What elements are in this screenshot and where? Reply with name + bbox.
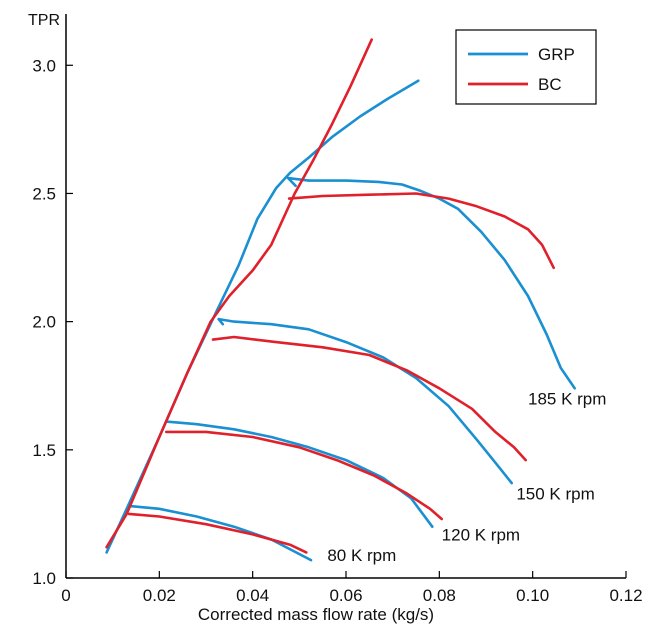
series-line-bc xyxy=(105,38,373,549)
x-axis-title: Corrected mass flow rate (kg/s) xyxy=(198,605,434,624)
x-tick-label: 0.08 xyxy=(423,586,456,605)
series-line-grp xyxy=(165,420,434,528)
x-tick-label: 0.04 xyxy=(236,586,269,605)
series-line-bc xyxy=(165,430,443,521)
series-line-bc xyxy=(287,192,555,270)
speed-label: 80 K rpm xyxy=(327,546,396,565)
axes: 0 0.02 0.04 0.06 0.08 0.10 0.12 1.0 1.5 2.0 2.5 3.0… xyxy=(28,12,643,624)
series-line-grp xyxy=(217,317,513,485)
y-tick-label: 2.0 xyxy=(32,313,56,332)
series-line-grp xyxy=(105,79,420,554)
x-tick-label: 0.12 xyxy=(609,586,642,605)
legend-label-grp: GRP xyxy=(538,45,575,64)
legend-box xyxy=(455,29,597,105)
y-tick-label: 3.0 xyxy=(32,56,56,75)
series-lines xyxy=(105,38,576,562)
x-tick-label: 0 xyxy=(61,586,70,605)
speed-label: 185 K rpm xyxy=(528,390,606,409)
x-tick-label: 0.02 xyxy=(143,586,176,605)
x-tick-label: 0.10 xyxy=(516,586,549,605)
legend: GRP BC xyxy=(455,29,597,105)
speed-label: 150 K rpm xyxy=(516,484,594,503)
legend-label-bc: BC xyxy=(538,75,562,94)
series-line-bc xyxy=(127,512,308,554)
speed-label: 120 K rpm xyxy=(442,525,520,544)
series-line-bc xyxy=(211,335,527,462)
y-tick-label: 1.0 xyxy=(32,569,56,588)
x-tick-label: 0.06 xyxy=(329,586,362,605)
series-line-grp xyxy=(286,176,576,390)
series-line-grp xyxy=(130,504,313,562)
curve-annotations: 185 K rpm 150 K rpm 120 K rpm 80 K rpm xyxy=(327,390,606,565)
y-tick-label: 2.5 xyxy=(32,184,56,203)
y-axis-title: TPR xyxy=(28,12,60,29)
y-tick-label: 1.5 xyxy=(32,441,56,460)
